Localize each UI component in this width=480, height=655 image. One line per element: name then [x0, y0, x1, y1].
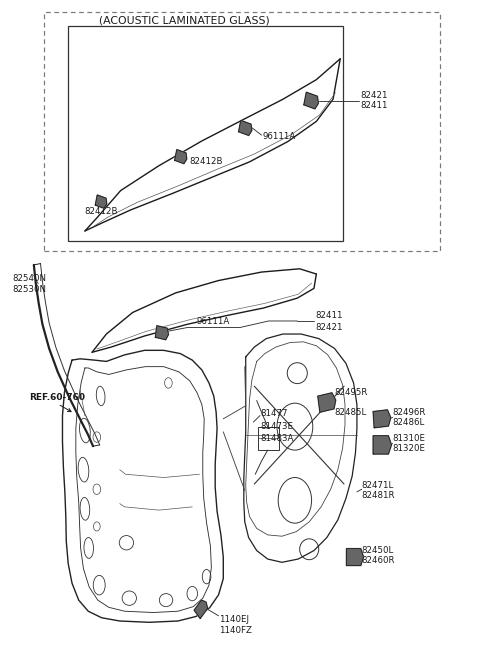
Text: 82411: 82411	[315, 311, 343, 320]
Text: REF.60-760: REF.60-760	[29, 393, 85, 402]
Polygon shape	[175, 149, 187, 164]
Polygon shape	[239, 121, 252, 136]
Polygon shape	[373, 436, 392, 454]
Text: 82460R: 82460R	[362, 557, 395, 565]
Text: 82495R: 82495R	[335, 388, 368, 398]
Text: 81310E: 81310E	[393, 434, 426, 443]
Text: 82481R: 82481R	[362, 491, 395, 500]
Text: 82450L: 82450L	[362, 546, 394, 555]
Text: 81473E: 81473E	[261, 422, 294, 431]
Text: 82412B: 82412B	[84, 207, 118, 216]
Text: 82496R: 82496R	[393, 408, 426, 417]
Text: 82485L: 82485L	[335, 407, 367, 417]
Polygon shape	[96, 195, 107, 208]
Text: 81483A: 81483A	[261, 434, 294, 443]
Text: (ACOUSTIC LAMINATED GLASS): (ACOUSTIC LAMINATED GLASS)	[99, 16, 270, 26]
Text: 82530N: 82530N	[12, 285, 46, 294]
Polygon shape	[194, 600, 208, 618]
Text: 1140EJ: 1140EJ	[218, 615, 249, 624]
Text: 82421: 82421	[360, 91, 388, 100]
Text: 82421: 82421	[315, 323, 343, 332]
Polygon shape	[347, 549, 364, 565]
Text: 82540N: 82540N	[12, 274, 46, 283]
Text: 1140FZ: 1140FZ	[218, 626, 252, 635]
Polygon shape	[304, 92, 318, 109]
Text: 82471L: 82471L	[362, 481, 394, 490]
Polygon shape	[156, 326, 168, 340]
Text: 81477: 81477	[261, 409, 288, 418]
Text: 96111A: 96111A	[263, 132, 296, 141]
Text: 81320E: 81320E	[393, 444, 426, 453]
Text: 82411: 82411	[360, 102, 388, 110]
Text: 82486L: 82486L	[393, 419, 425, 427]
Polygon shape	[318, 393, 336, 412]
Text: 96111A: 96111A	[196, 316, 229, 326]
Text: 82412B: 82412B	[189, 157, 222, 166]
Polygon shape	[373, 410, 391, 428]
